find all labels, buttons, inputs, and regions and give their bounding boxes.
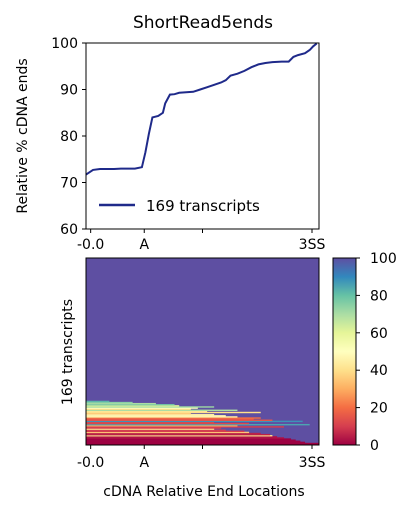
colorbar-tick-label: 40 [370,363,388,379]
heatmap-row [86,419,273,421]
colorbar-tick-label: 80 [370,288,388,304]
y-tick-label: 100 [51,36,78,52]
heatmap-x-axis-ticks: -0.0 A 3SS [77,445,325,471]
heatmap-rows [86,400,319,446]
colorbar-tick-label: 0 [370,438,379,454]
heatmap-row [86,442,319,445]
legend: 169 transcripts [99,197,260,215]
x-tick-label: A [139,237,149,253]
heatmap-row [86,414,215,416]
heatmap-row [86,416,238,418]
heatmap-row [86,412,191,415]
series-line [85,42,318,176]
heatmap-row [86,432,261,435]
heatmap-row [86,433,271,436]
x-tick-label: 3SS [299,237,326,253]
heatmap-row [86,420,303,423]
line-chart: ShortRead5ends Relative % cDNA ends 60 70… [15,13,325,253]
heatmap-row [86,430,245,433]
y-tick-label: 70 [60,176,78,192]
heatmap-row [86,409,238,411]
y-tick-label: 90 [60,83,78,99]
heatmap-row [86,437,285,439]
heatmap-row [86,428,215,430]
x-tick-label: 3SS [299,455,326,471]
heatmap-row [86,408,191,410]
heatmap-row [86,404,175,406]
heatmap-row [86,418,254,420]
chart-title: ShortRead5ends [133,13,273,33]
heatmap-row [86,438,292,440]
heatmap-row [86,431,250,434]
heatmap-row [86,435,273,437]
y-tick-label: 60 [60,222,78,238]
heatmap-row [86,422,250,425]
y-tick-label: 80 [60,129,78,145]
legend-label: 169 transcripts [146,197,260,215]
heatmap-row [86,421,215,424]
heatmap-row [86,427,222,429]
heatmap-row [86,410,208,413]
heatmap-row [86,436,278,438]
colorbar-gradient [332,257,357,446]
colorbar-ticks: 0 20 40 60 80 100 [356,251,397,454]
heatmap-chart: -0.0 A 3SS 169 transcripts cDNA Relative E… [60,257,325,500]
y-axis-label: Relative % cDNA ends [15,58,31,213]
plot-frame [85,42,320,230]
heatmap-row [86,406,215,408]
colorbar: 0 20 40 60 80 100 [332,251,397,454]
x-axis-ticks: -0.0 A 3SS [77,229,325,253]
x-tick-label: -0.0 [77,455,104,471]
heatmap-row [86,415,226,417]
line-series [85,42,318,176]
heatmap-row [86,440,301,442]
heatmap-row [86,411,261,414]
heatmap-row [86,400,110,403]
heatmap-y-label: 169 transcripts [60,299,76,405]
heatmap-row [86,439,296,441]
heatmap-row [86,402,156,405]
x-tick-label: -0.0 [77,237,104,253]
heatmap-row [86,405,180,407]
y-axis-ticks: 60 70 80 90 100 [51,36,86,238]
colorbar-tick-label: 60 [370,326,388,342]
x-tick-label: A [139,455,149,471]
colorbar-tick-label: 100 [370,251,397,267]
colorbar-tick-label: 20 [370,401,388,417]
heatmap-row [86,429,226,431]
heatmap-x-label: cDNA Relative End Locations [103,484,304,500]
heatmap-row [86,407,198,409]
heatmap-row [86,426,285,428]
heatmap-row [86,417,261,419]
heatmap-row [86,425,238,427]
heatmap-row [86,401,133,404]
heatmap-row [86,441,306,444]
heatmap-row [86,423,310,426]
